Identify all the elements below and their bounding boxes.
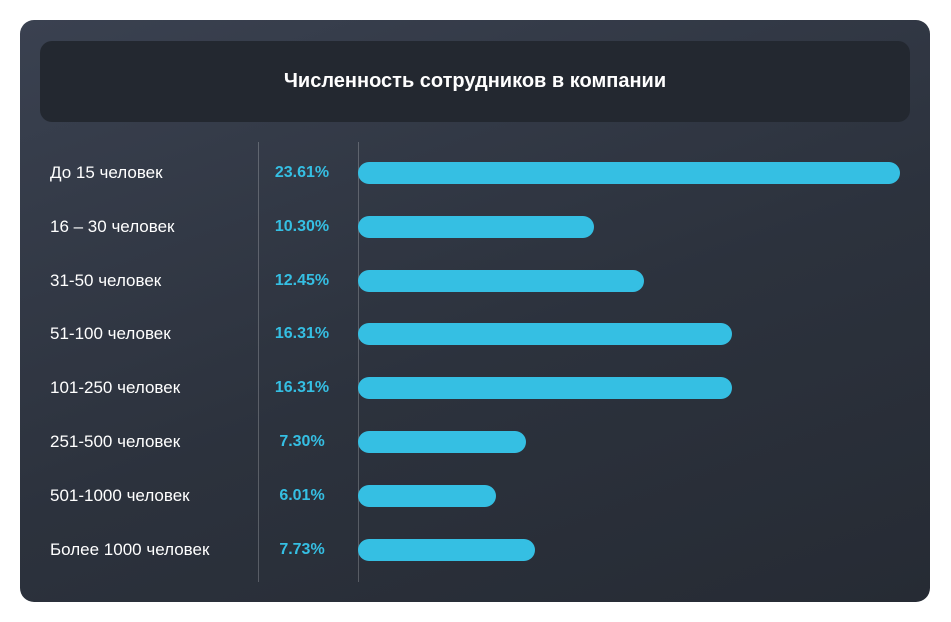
chart-card: Численность сотрудников в компании До 15…	[20, 20, 930, 602]
bar	[358, 269, 644, 292]
bar	[358, 484, 496, 507]
axis-baseline	[358, 142, 359, 582]
value-label: 7.73%	[279, 540, 325, 558]
category-label: 31-50 человек	[50, 270, 162, 290]
category-label: 501-1000 человек	[50, 485, 190, 505]
value-label: 10.30%	[274, 217, 330, 235]
bar	[358, 431, 526, 453]
bar	[358, 215, 595, 238]
bar	[358, 377, 733, 400]
bar	[358, 538, 536, 561]
category-label: 51-100 человек	[50, 324, 171, 344]
category-label: До 15 человек	[50, 163, 163, 182]
value-label: 23.61%	[274, 164, 330, 181]
value-label: 16.31%	[274, 325, 330, 343]
value-label: 7.30%	[279, 433, 325, 450]
chart-title-box: Численность сотрудников в компании	[40, 41, 910, 122]
value-label: 6.01%	[279, 486, 325, 504]
value-label: 16.31%	[274, 379, 330, 397]
value-label: 12.45%	[274, 271, 330, 289]
chart-title: Численность сотрудников в компании	[283, 70, 667, 92]
label-divider-line	[258, 142, 259, 582]
bar	[358, 162, 900, 184]
category-label: 16 – 30 человек	[50, 216, 175, 236]
category-label: 101-250 человек	[50, 378, 181, 398]
category-label: Более 1000 человек	[50, 539, 210, 559]
category-label: 251-500 человек	[50, 432, 181, 451]
bar	[358, 323, 733, 346]
